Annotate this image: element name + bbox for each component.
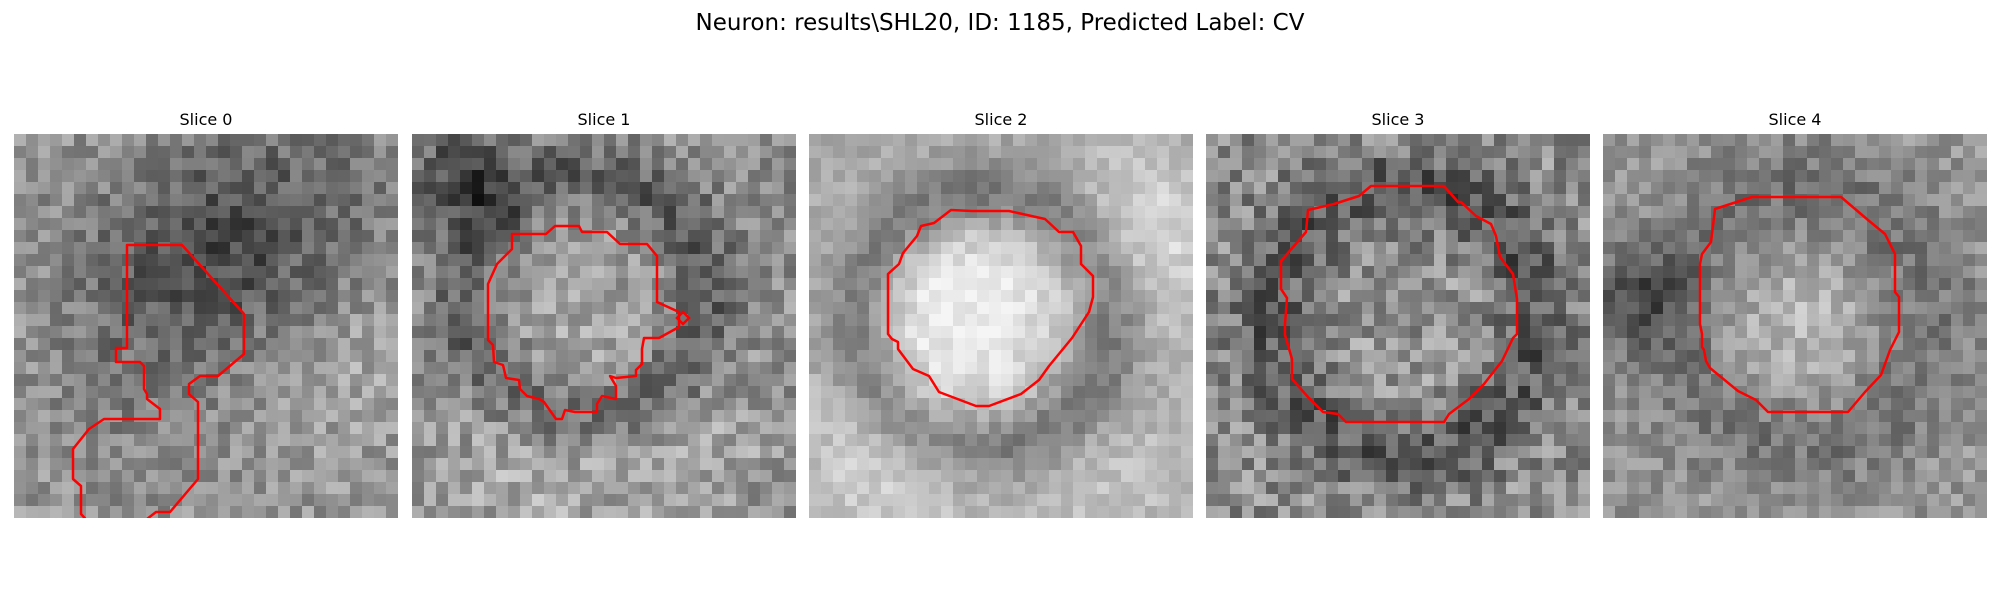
slice-image-3 [1206,134,1590,518]
slice-image-0 [14,134,398,518]
slice-title-4: Slice 4 [1768,110,1822,129]
slice-image-4 [1603,134,1987,518]
figure-title: Neuron: results\SHL20, ID: 1185, Predict… [695,10,1305,36]
slice-title-0: Slice 0 [179,110,233,129]
segmentation-contour [486,224,681,421]
slice-panel-0: Slice 0 [14,110,398,518]
slice-title-1: Slice 1 [577,110,631,129]
slice-panel-4: Slice 4 [1603,110,1987,518]
slice-title-3: Slice 3 [1371,110,1425,129]
slice-image-1 [412,134,796,518]
slice-title-2: Slice 2 [974,110,1028,129]
segmentation-contour [1279,184,1519,424]
segmentation-contour [886,208,1095,408]
segmentation-contour-fragment [675,310,691,326]
segmentation-contour [71,243,246,518]
slice-image-2 [809,134,1193,518]
slice-panel-2: Slice 2 [809,110,1193,518]
segmentation-contour [1698,195,1901,414]
slice-panel-1: Slice 1 [412,110,796,518]
slice-panel-3: Slice 3 [1206,110,1590,518]
